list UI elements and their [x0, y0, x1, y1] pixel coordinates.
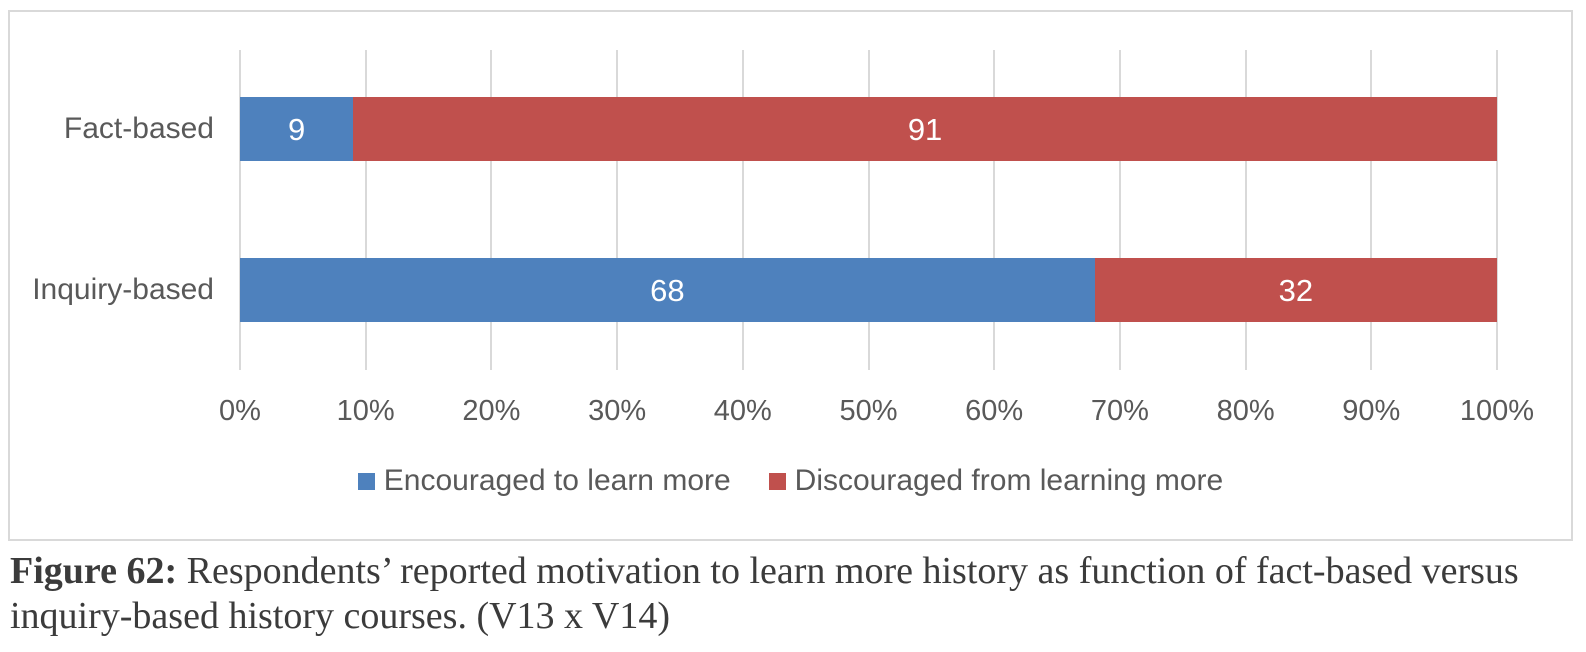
plot-area: 9 91 68 32 [239, 50, 1498, 370]
gridline [239, 50, 241, 370]
x-axis-tick-label: 10% [336, 395, 395, 427]
bar-row-fact-based: 9 91 [240, 97, 1497, 161]
bar-value-label: 9 [287, 111, 306, 147]
x-axis: 0% 10% 20% 30% 40% 50% 60% 70% 80% 90% 100% [219, 394, 1534, 430]
legend-label: Encouraged to learn more [383, 464, 731, 497]
caption-line-2: inquiry-based history courses. (V13 x V1… [10, 595, 670, 637]
bar-value-label: 32 [1278, 272, 1314, 308]
bar-value-label: 68 [650, 272, 685, 308]
bar-row-inquiry-based: 68 32 [240, 258, 1497, 322]
caption-line-1: Figure 62: Respondents’ reported motivat… [10, 549, 1550, 594]
category-label: Fact-based [63, 112, 214, 145]
gridline [867, 50, 870, 370]
category-label: Inquiry-based [32, 273, 214, 306]
x-axis-tick-label: 30% [588, 395, 647, 427]
legend-label: Discouraged from learning more [794, 464, 1224, 497]
gridline [616, 50, 619, 370]
bar-segment: 68 [240, 258, 1095, 322]
legend-swatch [357, 472, 375, 490]
legend-item: Discouraged from learning more [768, 464, 1224, 498]
bar-value-label: 91 [907, 111, 943, 147]
legend: Encouraged to learn more Discouraged from… [10, 464, 1571, 498]
figure-caption: Figure 62: Respondents’ reported motivat… [10, 549, 1550, 639]
gridline [1370, 50, 1373, 370]
gridline [364, 50, 367, 370]
bar-segment: 91 [353, 97, 1497, 161]
bar-segment: 9 [240, 97, 354, 161]
x-axis-tick-label: 40% [713, 395, 772, 427]
gridline [1496, 50, 1498, 370]
legend-swatch [768, 472, 786, 490]
gridline [490, 50, 493, 370]
x-axis-tick-label: 50% [839, 395, 898, 427]
caption-figure-label: Figure 62: [10, 550, 178, 592]
caption-text: Respondents’ reported motivation to lear… [177, 550, 1519, 592]
legend-item: Encouraged to learn more [357, 464, 731, 498]
gridline [1118, 50, 1121, 370]
x-axis-tick-label: 100% [1459, 395, 1535, 427]
x-axis-tick-label: 20% [462, 395, 521, 427]
x-axis-tick-label: 70% [1090, 395, 1149, 427]
chart-frame: 9 91 68 32 Fact-based Inquiry-based 0% 10% 20%… [8, 10, 1573, 541]
x-axis-tick-label: 60% [965, 395, 1024, 427]
gridline [993, 50, 996, 370]
bar-segment: 32 [1094, 258, 1497, 322]
x-axis-tick-label: 0% [219, 395, 261, 427]
gridline [1244, 50, 1247, 370]
x-axis-tick-label: 80% [1216, 395, 1275, 427]
x-axis-tick-label: 90% [1342, 395, 1401, 427]
gridline [741, 50, 744, 370]
